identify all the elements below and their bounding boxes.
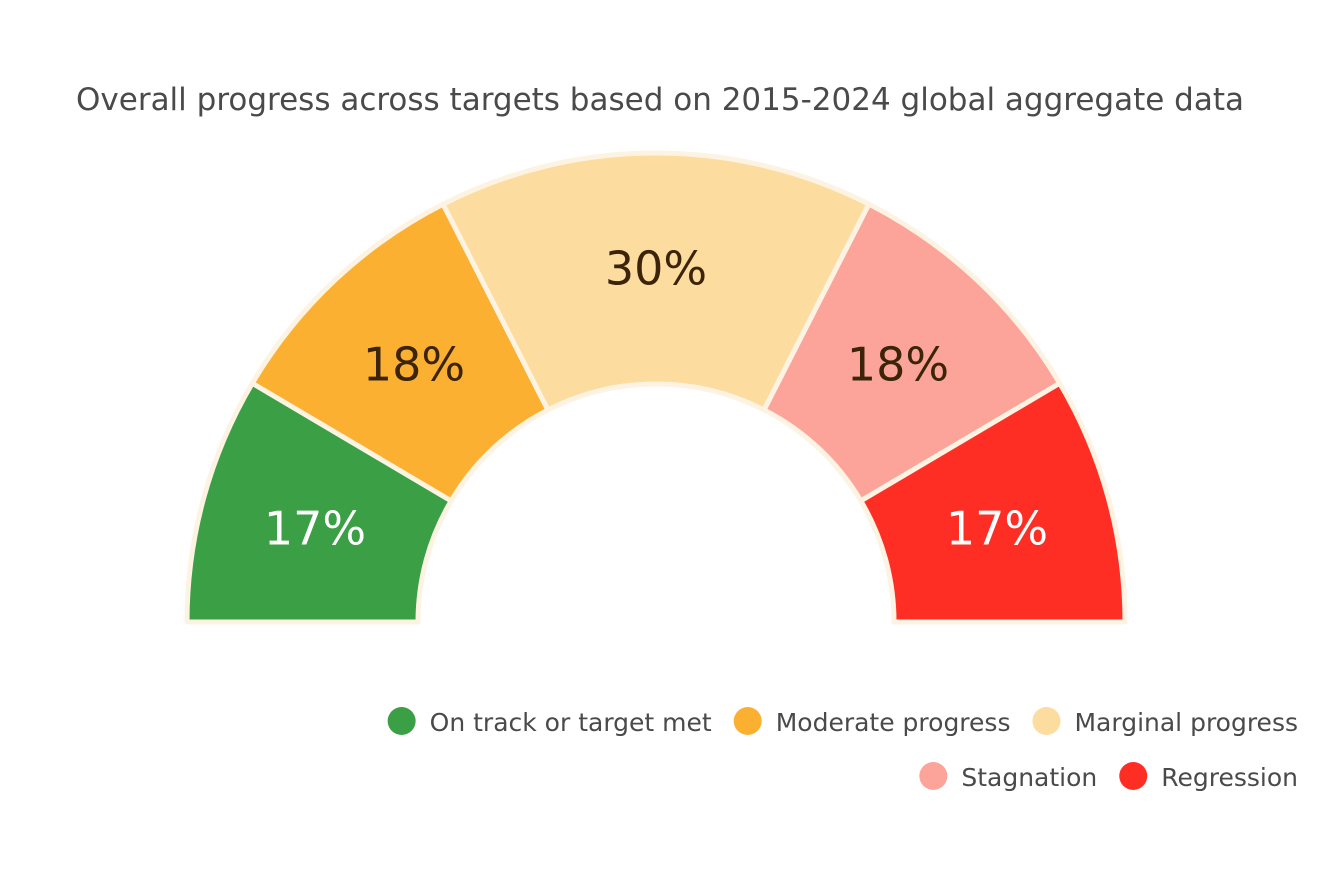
- slice-label-stagnation: 18%: [847, 337, 949, 391]
- legend-swatch-moderate-progress: [733, 707, 762, 735]
- legend-swatch-on-track-or-target-met: [387, 707, 416, 735]
- slice-label-on-track-or-target-met: 17%: [264, 502, 366, 556]
- legend-item-moderate-progress: Moderate progress: [733, 707, 1011, 737]
- chart-title: Overall progress across targets based on…: [76, 82, 1244, 118]
- slice-label-marginal-progress: 30%: [605, 242, 707, 296]
- legend-item-regression: Regression: [1119, 762, 1298, 792]
- slice-label-moderate-progress: 18%: [363, 337, 465, 391]
- legend-label: On track or target met: [430, 708, 712, 737]
- legend-label: Marginal progress: [1074, 708, 1298, 737]
- legend-swatch-stagnation: [919, 762, 948, 790]
- slice-regression: [858, 380, 1128, 625]
- legend-label: Moderate progress: [776, 708, 1011, 737]
- slices: [184, 150, 1128, 625]
- slice-marginal-progress: [440, 150, 872, 413]
- legend-swatch-regression: [1119, 762, 1148, 790]
- legend-item-marginal-progress: Marginal progress: [1032, 707, 1298, 737]
- legend: On track or target met Moderate progress M…: [387, 707, 1298, 792]
- slice-label-regression: 17%: [946, 502, 1048, 556]
- legend-label: Regression: [1161, 763, 1298, 792]
- legend-label: Stagnation: [961, 763, 1097, 792]
- legend-swatch-marginal-progress: [1032, 707, 1061, 735]
- legend-item-on-track-or-target-met: On track or target met: [387, 707, 712, 737]
- legend-item-stagnation: Stagnation: [919, 762, 1097, 792]
- slice-labels: 17% 18% 30% 18% 17%: [264, 242, 1048, 556]
